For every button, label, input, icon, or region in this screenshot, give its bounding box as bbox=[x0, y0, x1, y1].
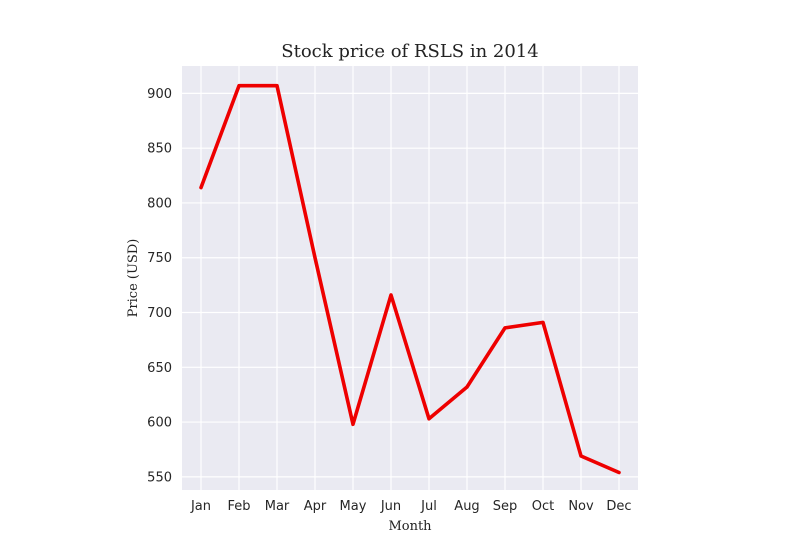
x-tick-label: Jul bbox=[420, 499, 437, 514]
data-point bbox=[427, 417, 431, 421]
x-tick-labels: Jan Feb Mar Apr May Jun Jul Aug Sep Oct Nov Dec bbox=[190, 499, 632, 514]
data-point bbox=[313, 256, 317, 260]
series-line bbox=[199, 83, 621, 475]
y-tick-label: 750 bbox=[147, 251, 172, 266]
y-tick-label: 900 bbox=[147, 87, 172, 102]
data-point bbox=[275, 84, 279, 88]
x-tick-label: Sep bbox=[493, 499, 518, 514]
y-tick-label: 650 bbox=[147, 361, 172, 376]
data-point bbox=[237, 84, 241, 88]
chart-title: Stock price of RSLS in 2014 bbox=[281, 41, 538, 62]
data-point bbox=[617, 470, 621, 474]
data-point bbox=[389, 293, 393, 297]
data-point bbox=[199, 186, 203, 190]
x-tick-label: Mar bbox=[265, 499, 290, 514]
grid-lines bbox=[182, 66, 638, 490]
y-tick-label: 700 bbox=[147, 306, 172, 321]
y-tick-label: 600 bbox=[147, 416, 172, 431]
plot-area bbox=[182, 66, 638, 490]
y-tick-label: 800 bbox=[147, 196, 172, 211]
y-tick-labels: 550 600 650 700 750 800 850 900 bbox=[147, 87, 172, 485]
x-tick-label: Jun bbox=[380, 499, 401, 514]
x-tick-label: Aug bbox=[454, 499, 479, 514]
data-point bbox=[503, 326, 507, 330]
x-tick-label: Feb bbox=[227, 499, 250, 514]
y-axis-label: Price (USD) bbox=[126, 239, 141, 318]
x-tick-label: Jan bbox=[190, 499, 211, 514]
data-point bbox=[465, 385, 469, 389]
data-point bbox=[541, 320, 545, 324]
x-tick-label: May bbox=[340, 499, 367, 514]
x-tick-label: Dec bbox=[606, 499, 631, 514]
y-tick-label: 850 bbox=[147, 142, 172, 157]
x-tick-label: Oct bbox=[532, 499, 554, 514]
y-tick-label: 550 bbox=[147, 470, 172, 485]
data-point bbox=[579, 454, 583, 458]
data-point bbox=[351, 422, 355, 426]
x-tick-label: Nov bbox=[568, 499, 594, 514]
x-axis-label: Month bbox=[388, 519, 432, 534]
series-layer bbox=[199, 83, 621, 475]
x-tick-label: Apr bbox=[304, 499, 327, 514]
